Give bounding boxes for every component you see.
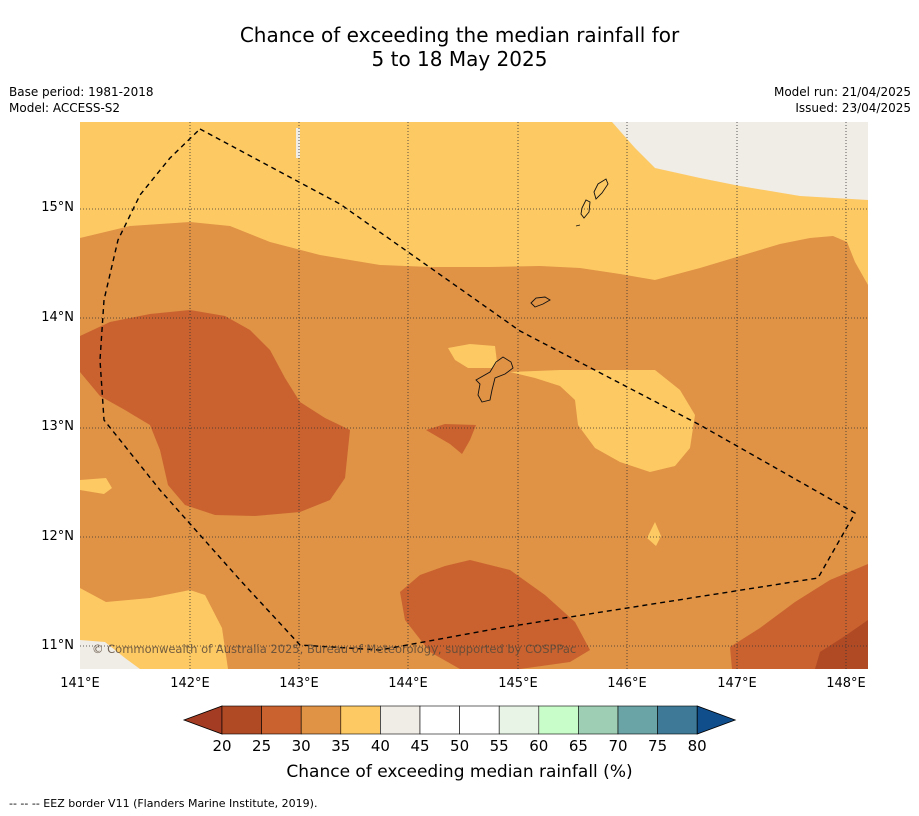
colorbar-tick-30: 30 [291, 737, 311, 755]
colorbar-segment-55-60 [498, 705, 540, 735]
longitude-label-141e: 141°E [60, 676, 100, 691]
map-title-line-1: Chance of exceeding the median rainfall … [239, 23, 680, 47]
probability-region-20-25-southeast [815, 620, 868, 669]
colorbar-tick-50: 50 [450, 737, 470, 755]
longitude-label-143e: 143°E [279, 676, 319, 691]
colorbar-tick-70: 70 [608, 737, 628, 755]
model-run-label: Model run: 21/04/2025 [773, 85, 911, 99]
colorbar-segment-40-45 [380, 705, 421, 735]
latitude-label-14n: 14°N [41, 310, 74, 325]
colorbar-tick-35: 35 [331, 737, 351, 755]
colorbar-extend-low [182, 705, 223, 735]
probability-region-35-40-small-east [647, 522, 661, 546]
no-data-region-southwest [80, 640, 140, 669]
saipan-outline [593, 178, 609, 200]
longitude-label-145e: 145°E [498, 676, 538, 691]
rota-outline [530, 296, 551, 308]
colorbar-segment-50-55 [459, 705, 500, 735]
colorbar-tick-80: 80 [687, 737, 707, 755]
probability-region-25-30-south [400, 560, 590, 669]
longitude-label-142e: 142°E [170, 676, 210, 691]
guam-outline [475, 356, 514, 403]
colorbar [182, 705, 737, 735]
probability-region-35-40-west-edge [80, 478, 112, 494]
probability-region-25-30-southeast [730, 564, 868, 669]
probability-region-25-30-west [80, 310, 350, 516]
latitude-label-12n: 12°N [41, 529, 74, 544]
colorbar-tick-75: 75 [648, 737, 668, 755]
eez-legend-note: -- -- -- EEZ border V11 (Flanders Marine… [9, 797, 318, 810]
colorbar-tick-65: 65 [568, 737, 588, 755]
longitude-label-147e: 147°E [717, 676, 757, 691]
map-area [80, 122, 868, 669]
base-period-label: Base period: 1981-2018 [9, 85, 154, 99]
latitude-label-11n: 11°N [41, 638, 74, 653]
colorbar-segment-20-25 [221, 705, 262, 735]
probability-region-35-40-southwest [80, 588, 228, 669]
latitude-label-13n: 13°N [41, 419, 74, 434]
copyright-notice: © Commonwealth of Australia 2025, Bureau… [92, 642, 577, 656]
islands [475, 178, 609, 403]
probability-region-35-40-north-of-guam [448, 344, 497, 368]
colorbar-tick-40: 40 [370, 737, 390, 755]
longitude-label-148e: 148°E [826, 676, 866, 691]
colorbar-segment-60-65 [538, 705, 579, 735]
colorbar-segment-30-35 [300, 705, 342, 735]
map-title-line-2: 5 to 18 May 2025 [371, 47, 548, 71]
probability-region-25-30-central [426, 424, 476, 454]
colorbar-segment-75-80 [657, 705, 698, 735]
gridlines [80, 122, 868, 669]
tinian-outline [580, 199, 591, 219]
colorbar-tick-55: 55 [489, 737, 509, 755]
no-data-region-northeast [612, 122, 868, 200]
colorbar-extend-high [696, 705, 737, 735]
colorbar-tick-25: 25 [252, 737, 272, 755]
latitude-label-15n: 15°N [41, 200, 74, 215]
probability-region-35-40-central [510, 370, 695, 472]
colorbar-segment-45-50 [419, 705, 460, 735]
colorbar-tick-45: 45 [410, 737, 430, 755]
no-data-region-northeast-corner [818, 122, 868, 138]
no-data-sliver [296, 128, 300, 158]
model-label: Model: ACCESS-S2 [9, 101, 121, 115]
small-islet-outline [575, 224, 581, 227]
colorbar-segment-35-40 [340, 705, 381, 735]
colorbar-tick-60: 60 [529, 737, 549, 755]
longitude-label-146e: 146°E [607, 676, 647, 691]
colorbar-title: Chance of exceeding median rainfall (%) [286, 762, 633, 782]
colorbar-tick-20: 20 [212, 737, 232, 755]
eez-border [99, 128, 856, 651]
longitude-label-144e: 144°E [388, 676, 428, 691]
colorbar-segment-70-75 [617, 705, 658, 735]
issued-label: Issued: 23/04/2025 [795, 101, 911, 115]
colorbar-segment-65-70 [578, 705, 619, 735]
colorbar-segment-25-30 [261, 705, 302, 735]
